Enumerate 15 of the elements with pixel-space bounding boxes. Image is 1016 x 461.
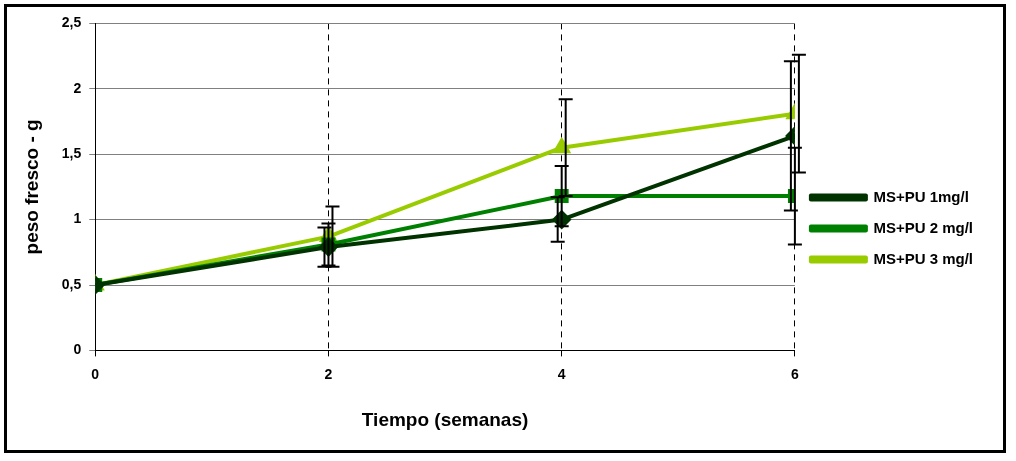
x-tick-label: 2: [324, 365, 333, 382]
x-axis-title: Tiempo (semanas): [361, 408, 529, 430]
y-tick-label: 0: [73, 341, 82, 358]
x-tick-label: 0: [91, 365, 100, 382]
legend-label: MS+PU 3 mg/l: [873, 249, 973, 267]
y-tick-label: 1: [73, 210, 82, 227]
y-tick-label: 2: [73, 79, 82, 96]
legend-label: MS+PU 2 mg/l: [873, 218, 973, 236]
x-tick-label: 4: [557, 365, 566, 382]
y-tick-label: 2,5: [61, 14, 82, 31]
y-tick-label: 1,5: [61, 145, 82, 162]
legend-label: MS+PU 1mg/l: [873, 187, 969, 205]
y-tick-label: 0,5: [61, 275, 82, 292]
y-axis-title: peso fresco - g: [20, 119, 42, 255]
x-tick-label: 6: [790, 365, 799, 382]
